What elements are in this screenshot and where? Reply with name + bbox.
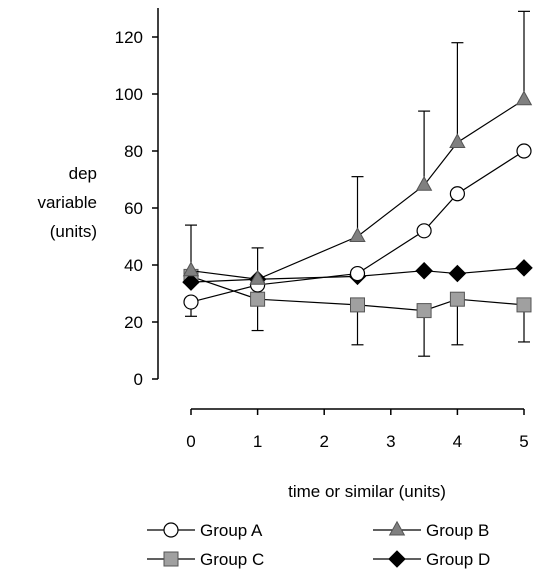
y-axis-title-line: variable [37,193,97,212]
legend-marker [388,550,406,568]
legend: Group A Group B Group C Group D [147,520,490,569]
legend-marker [163,551,179,567]
y-tick-label: 60 [124,199,143,218]
legend-label: Group B [426,521,489,540]
series-line [190,150,525,303]
data-point [449,133,466,149]
data-point [349,227,366,243]
legend-marker [163,522,179,538]
data-point [449,291,465,307]
x-axis: 0 1 2 3 4 5 [186,408,529,451]
data-point [250,291,266,307]
series-group-a [183,143,532,317]
x-tick-label: 2 [319,432,328,451]
y-axis-title-line: dep [69,164,97,183]
x-tick-label: 1 [253,432,262,451]
legend-label: Group D [426,550,490,569]
legend-item-group-c: Group C [147,550,264,569]
x-tick-label: 4 [453,432,462,451]
y-tick-label: 40 [124,256,143,275]
data-point [448,264,467,283]
series-line [190,99,525,280]
data-point [350,297,365,313]
legend-item-group-a: Group A [147,521,263,540]
x-axis-title: time or similar (units) [288,482,446,501]
data-point [449,186,465,202]
x-tick-label: 3 [386,432,395,451]
legend-label: Group A [200,521,263,540]
y-tick-label: 80 [124,142,143,161]
data-point [516,143,532,159]
y-tick-label: 0 [134,370,143,389]
data-point [415,261,433,280]
x-tick-label: 5 [519,432,528,451]
y-axis-title-line: (units) [50,222,97,241]
plot-area [182,10,533,357]
data-point [182,273,200,291]
data-point [515,90,533,106]
data-point [515,259,533,277]
data-point [415,175,433,191]
data-point [349,265,366,282]
data-point [416,303,432,319]
series-line [190,267,525,283]
y-tick-label: 20 [124,313,143,332]
data-point [416,223,432,239]
x-tick-label: 0 [186,432,195,451]
series-line [190,275,525,312]
series-group-b [182,10,533,285]
data-point [516,297,532,313]
y-axis: 0 20 40 60 80 100 120 [115,8,159,389]
y-tick-label: 100 [115,85,143,104]
legend-label: Group C [200,550,264,569]
legend-item-group-d: Group D [373,550,490,569]
data-point [182,261,200,277]
legend-item-group-b: Group B [373,520,489,540]
y-tick-label: 120 [115,28,143,47]
data-point [183,294,199,310]
data-point [249,269,266,285]
legend-marker [388,520,406,536]
y-axis-title: dep variable (units) [37,164,97,241]
